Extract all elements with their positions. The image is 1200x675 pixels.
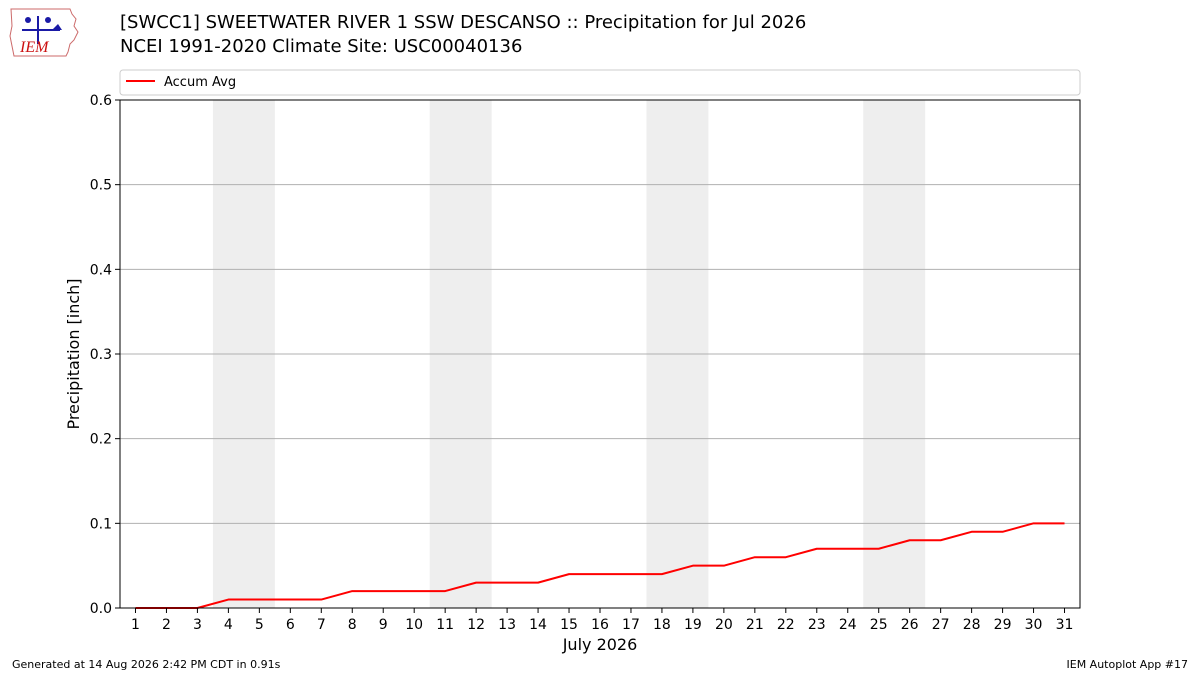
x-tick-label-14: 15 — [560, 617, 578, 633]
x-tick-label-22: 23 — [808, 617, 826, 633]
y-axis-ticks: 0.0 0.1 0.2 0.3 0.4 0.5 0.6 — [90, 93, 120, 617]
x-tick-label-8: 9 — [379, 617, 388, 633]
chart-title: [SWCC1] SWEETWATER RIVER 1 SSW DESCANSO … — [120, 12, 807, 33]
legend-label-accum-avg: Accum Avg — [164, 75, 236, 90]
x-tick-label-29: 30 — [1025, 617, 1043, 633]
app-credit: IEM Autoplot App #17 — [1066, 658, 1189, 671]
x-tick-label-28: 29 — [994, 617, 1012, 633]
y-axis-label: Precipitation [inch] — [64, 278, 83, 429]
x-tick-label-17: 18 — [653, 617, 671, 633]
x-tick-label-26: 27 — [932, 617, 950, 633]
iem-logo: IEM — [9, 8, 79, 57]
x-tick-label-9: 10 — [405, 617, 423, 633]
x-tick-label-24: 25 — [870, 617, 888, 633]
logo-text: IEM — [19, 39, 50, 56]
x-tick-label-1: 2 — [162, 617, 171, 633]
wind-vane-icon — [52, 24, 62, 30]
x-tick-label-13: 14 — [529, 617, 547, 633]
x-tick-label-30: 31 — [1056, 617, 1074, 633]
x-tick-label-16: 17 — [622, 617, 640, 633]
x-tick-label-10: 11 — [436, 617, 454, 633]
x-tick-label-25: 26 — [901, 617, 919, 633]
x-tick-label-20: 21 — [746, 617, 764, 633]
x-tick-label-0: 1 — [131, 617, 140, 633]
y-tick-label-6: 0.6 — [90, 93, 112, 109]
x-tick-label-5: 6 — [286, 617, 295, 633]
x-axis-ticks: 1 2 3 4 5 6 7 8 9 10 11 12 13 14 15 16 17 18 19 20 21 22 23 24 2… — [131, 608, 1073, 633]
x-tick-label-6: 7 — [317, 617, 326, 633]
x-tick-label-23: 24 — [839, 617, 857, 633]
x-tick-label-4: 5 — [255, 617, 264, 633]
y-tick-label-5: 0.5 — [90, 178, 112, 194]
x-tick-label-21: 22 — [777, 617, 795, 633]
x-tick-label-19: 20 — [715, 617, 733, 633]
x-tick-label-12: 13 — [498, 617, 516, 633]
x-tick-label-18: 19 — [684, 617, 702, 633]
station-cup-icon — [25, 17, 31, 23]
iowa-outline-icon — [9, 8, 79, 57]
station-cup-icon — [45, 17, 51, 23]
x-tick-label-7: 8 — [348, 617, 357, 633]
chart-subtitle: NCEI 1991-2020 Climate Site: USC00040136 — [120, 36, 523, 57]
x-tick-label-27: 28 — [963, 617, 981, 633]
x-axis-label: July 2026 — [562, 635, 638, 654]
y-tick-label-4: 0.4 — [90, 262, 112, 278]
legend: Accum Avg — [119, 69, 1081, 96]
x-tick-label-3: 4 — [224, 617, 233, 633]
x-tick-label-15: 16 — [591, 617, 609, 633]
y-tick-label-1: 0.1 — [90, 516, 112, 532]
legend-box — [119, 69, 1081, 96]
generated-timestamp: Generated at 14 Aug 2026 2:42 PM CDT in … — [12, 658, 281, 671]
y-tick-label-3: 0.3 — [90, 347, 112, 363]
y-tick-label-0: 0.0 — [90, 601, 112, 617]
x-tick-label-2: 3 — [193, 617, 202, 633]
y-tick-label-2: 0.2 — [90, 432, 112, 448]
x-tick-label-11: 12 — [467, 617, 485, 633]
